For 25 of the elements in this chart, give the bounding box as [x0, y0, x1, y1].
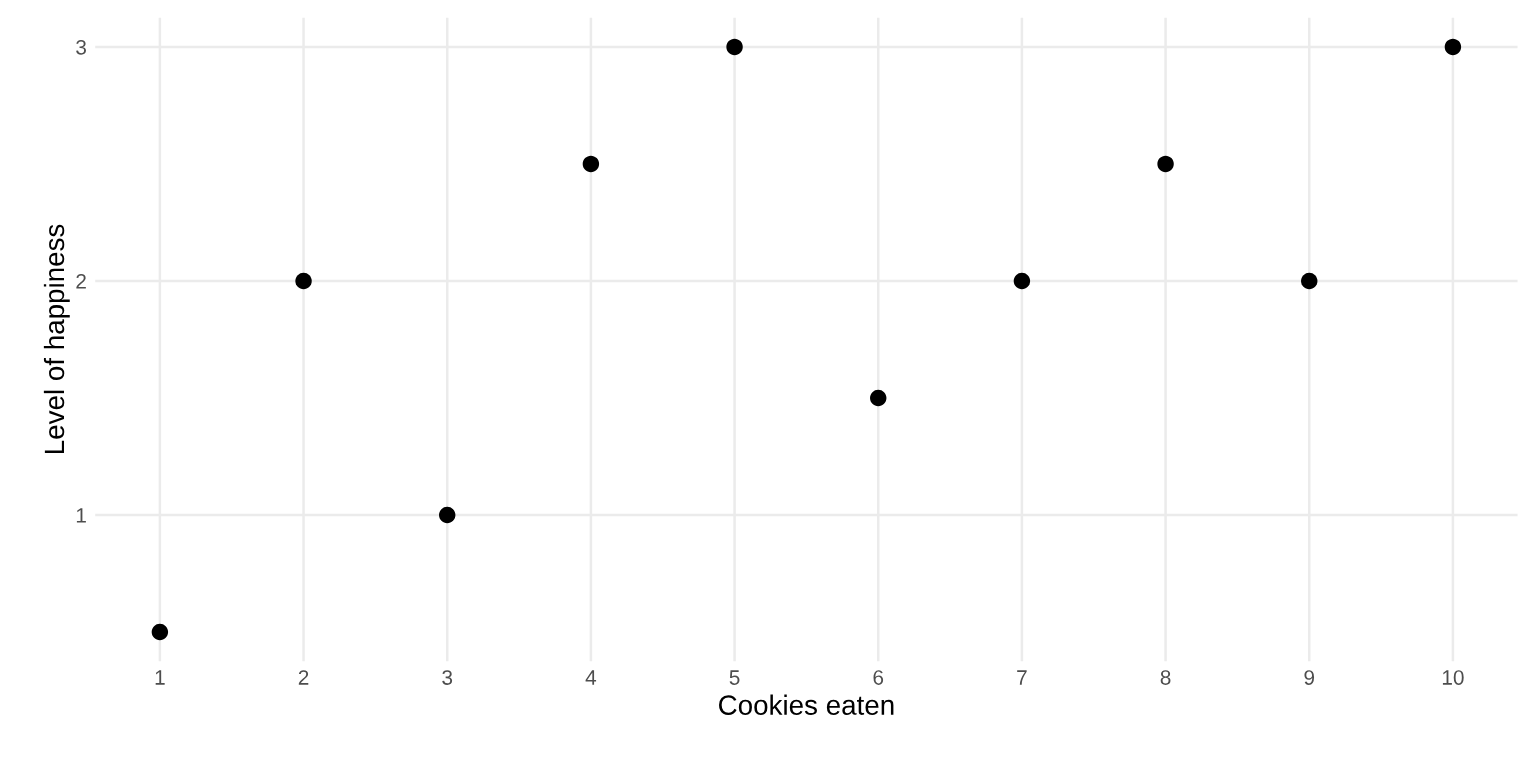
point [582, 155, 600, 173]
point [439, 506, 456, 524]
x-axis-title: Cookies eaten [719, 694, 894, 715]
point [870, 389, 887, 407]
x-tick-label: 1 [155, 670, 165, 685]
point [1157, 155, 1174, 173]
x-tick-label: 2 [298, 670, 309, 685]
x-tick-label: 7 [1017, 670, 1027, 685]
x-tick-label: 10 [1442, 670, 1464, 685]
y-tick-label: 1 [76, 508, 86, 523]
point [1301, 272, 1318, 290]
point [726, 38, 743, 56]
x-tick-label: 3 [442, 670, 453, 685]
x-tick-label: 5 [729, 670, 740, 685]
x-tick-label: 9 [1304, 670, 1315, 685]
point [1013, 272, 1031, 290]
point [151, 623, 169, 641]
y-tick-label: 2 [76, 273, 86, 289]
x-tick-label: 4 [585, 670, 597, 685]
y-tick-label: 3 [76, 39, 86, 55]
y-axis-title: Level of happiness [43, 224, 70, 453]
point [295, 272, 312, 290]
x-tick-label: 8 [1160, 670, 1171, 685]
x-tick-label: 6 [873, 670, 884, 685]
point [1444, 38, 1462, 56]
